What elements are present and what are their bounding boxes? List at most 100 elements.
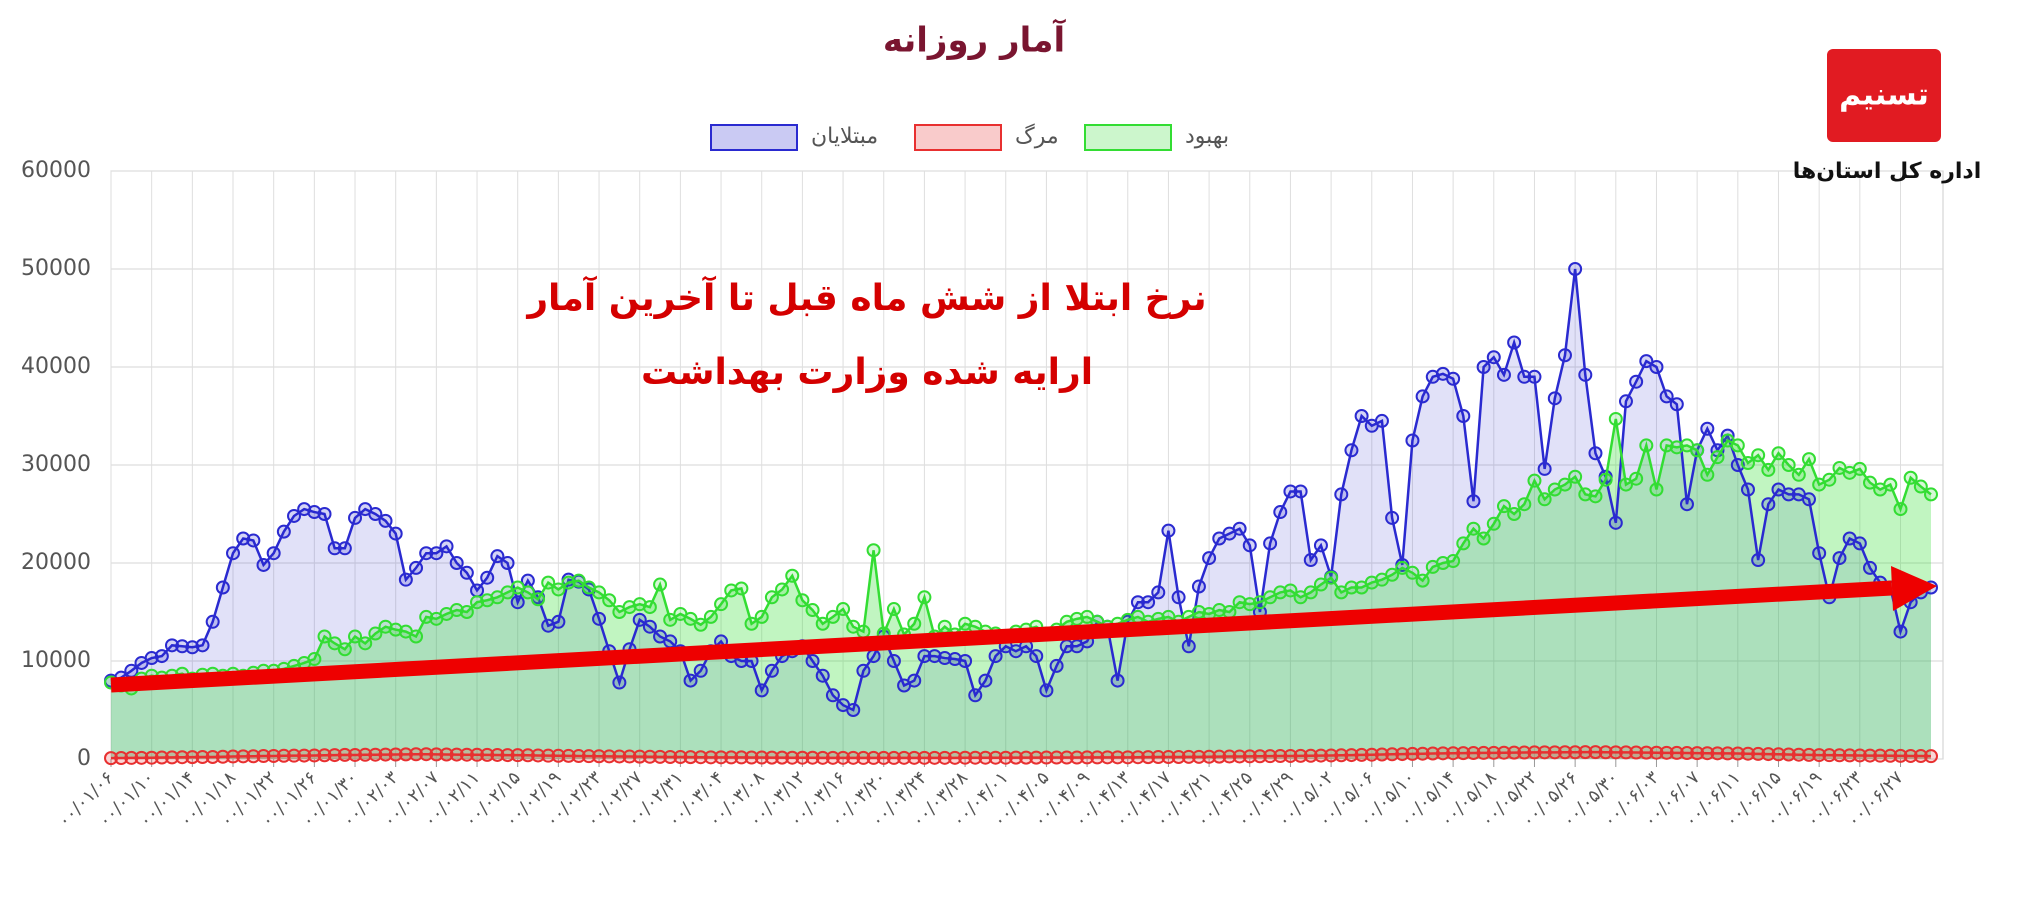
point — [256, 749, 271, 764]
point — [1649, 360, 1664, 374]
point — [1476, 531, 1491, 546]
point — [317, 507, 332, 521]
point — [1913, 749, 1928, 764]
point — [907, 750, 922, 765]
point — [1090, 750, 1105, 765]
point — [1141, 595, 1156, 610]
point — [1354, 747, 1369, 762]
point — [459, 747, 474, 762]
point — [1832, 551, 1847, 566]
point — [1405, 565, 1420, 580]
point — [1588, 745, 1603, 760]
point — [1476, 360, 1491, 374]
point — [632, 612, 647, 627]
point — [978, 673, 993, 688]
point — [1507, 745, 1522, 760]
point — [1608, 411, 1623, 426]
point — [775, 582, 790, 597]
point — [1568, 469, 1583, 484]
point — [1578, 487, 1593, 502]
point — [1710, 746, 1725, 761]
point — [1608, 745, 1623, 760]
point — [1263, 536, 1278, 551]
point — [246, 749, 261, 764]
point — [541, 575, 556, 590]
point — [1344, 748, 1359, 763]
point — [531, 748, 546, 763]
point — [1659, 389, 1674, 404]
point — [1659, 438, 1674, 453]
point — [378, 747, 393, 762]
point — [958, 654, 973, 668]
point — [1283, 748, 1298, 763]
point — [449, 603, 464, 618]
point — [1740, 482, 1755, 497]
point — [215, 580, 230, 595]
point — [429, 546, 444, 561]
point — [1191, 605, 1206, 619]
point — [1598, 745, 1613, 760]
point — [561, 748, 576, 763]
point — [1761, 747, 1776, 762]
point — [734, 581, 749, 596]
point — [439, 539, 454, 554]
point — [1456, 409, 1471, 423]
point — [1059, 750, 1074, 765]
point — [1212, 749, 1227, 764]
point — [1364, 747, 1379, 762]
point — [764, 750, 779, 765]
point — [1578, 745, 1593, 760]
point — [358, 636, 373, 651]
point — [409, 747, 424, 762]
point — [1639, 354, 1654, 369]
point — [1598, 472, 1613, 487]
point — [388, 526, 403, 541]
point — [1395, 747, 1410, 762]
point — [1730, 438, 1745, 453]
point — [368, 747, 383, 762]
point — [754, 609, 769, 624]
point — [785, 568, 800, 583]
point — [1791, 747, 1806, 762]
point — [337, 642, 352, 657]
point — [1496, 745, 1511, 760]
point — [1547, 745, 1562, 760]
point — [1496, 499, 1511, 514]
point — [886, 654, 901, 668]
point — [1730, 746, 1745, 761]
point — [622, 749, 637, 764]
point — [531, 592, 546, 607]
point — [1842, 748, 1857, 763]
point — [1456, 746, 1471, 761]
point — [897, 750, 912, 765]
area — [111, 269, 1931, 759]
point — [449, 747, 464, 762]
point — [1151, 585, 1166, 600]
point — [1334, 487, 1349, 502]
point — [1171, 749, 1186, 764]
point — [886, 750, 901, 765]
point — [175, 750, 190, 765]
point — [642, 749, 657, 764]
point — [998, 750, 1013, 765]
point — [1242, 749, 1257, 764]
point — [1242, 597, 1257, 612]
plot — [104, 262, 1938, 766]
point — [368, 507, 383, 521]
point — [1283, 484, 1298, 499]
point — [825, 609, 840, 624]
point — [775, 750, 790, 765]
point — [276, 524, 291, 539]
point — [866, 750, 881, 765]
point — [1324, 748, 1339, 763]
point — [124, 750, 139, 765]
point — [805, 654, 820, 668]
annotation: ارایه شده وزارت بهداشت — [641, 352, 1093, 393]
point — [1313, 538, 1328, 553]
point — [419, 747, 434, 762]
point — [1324, 570, 1339, 585]
point — [1507, 507, 1522, 521]
point — [1751, 746, 1766, 761]
point — [693, 750, 708, 765]
point — [307, 748, 322, 763]
